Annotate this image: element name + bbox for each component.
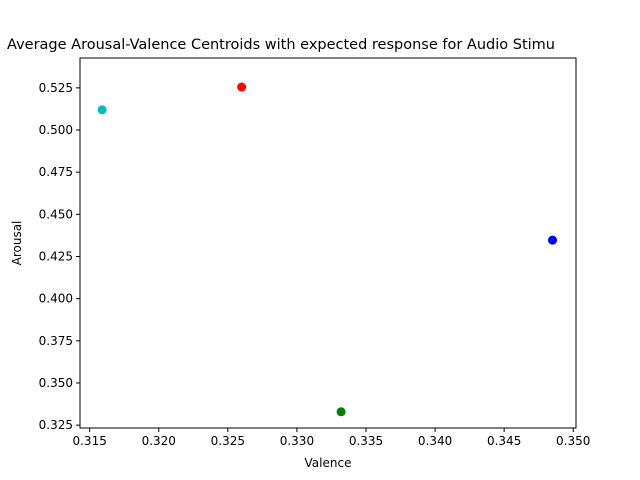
x-axis-label: Valence	[305, 456, 352, 470]
y-axis-label: Arousal	[10, 221, 24, 266]
plot-area	[79, 57, 577, 429]
x-tick-label: 0.315	[72, 434, 106, 448]
data-point	[237, 82, 247, 92]
x-tick-label: 0.345	[487, 434, 521, 448]
chart-title: Average Arousal-Valence Centroids with e…	[7, 37, 555, 53]
y-tick-label: 0.400	[39, 292, 73, 306]
y-tick-label: 0.350	[39, 376, 73, 390]
data-points	[97, 82, 558, 417]
y-tick-label: 0.375	[39, 334, 73, 348]
x-tick-label: 0.320	[142, 434, 176, 448]
y-tick-label: 0.450	[39, 207, 73, 221]
x-tick-label: 0.340	[418, 434, 452, 448]
x-axis: 0.315 0.320 0.325 0.330 0.335 0.340 0.345 0.350	[72, 428, 590, 448]
x-tick-label: 0.330	[280, 434, 314, 448]
data-point	[336, 407, 346, 417]
y-tick-label: 0.325	[39, 418, 73, 432]
y-tick-label: 0.525	[39, 81, 73, 95]
data-point	[548, 235, 558, 245]
data-point	[97, 105, 107, 115]
x-tick-label: 0.335	[349, 434, 383, 448]
x-tick-label: 0.325	[211, 434, 245, 448]
y-tick-label: 0.425	[39, 249, 73, 263]
y-tick-label: 0.500	[39, 123, 73, 137]
x-tick-label: 0.350	[556, 434, 590, 448]
y-tick-label: 0.475	[39, 165, 73, 179]
y-axis: 0.325 0.350 0.375 0.400 0.425 0.450 0.475 0.500…	[39, 81, 80, 432]
